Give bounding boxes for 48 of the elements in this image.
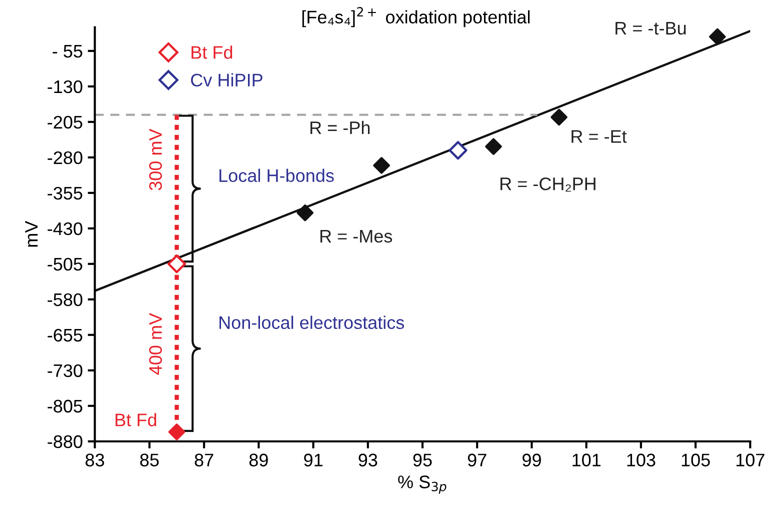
annotation: R = -Et: [572, 130, 627, 143]
x-tick-label: 95: [413, 454, 432, 466]
x-tick-label: 97: [468, 454, 486, 466]
y-tick-label: -280: [48, 151, 82, 164]
point: [448, 140, 468, 160]
x-tick-label: 93: [358, 454, 378, 466]
point: [168, 424, 186, 440]
y-tick-label: -205: [48, 116, 82, 129]
annotation: R = -Ph: [310, 120, 370, 134]
x-tick-label: 83: [86, 454, 104, 466]
point: [709, 28, 726, 46]
chart-title: [Fe₄s₄]$^{2+}$ oxidation potential: [302, 7, 530, 28]
annotation: Non-local electrostatics: [220, 316, 404, 330]
x-tick-label: 103: [627, 454, 656, 466]
legend-label: Bt Fd: [192, 46, 232, 59]
y-axis-title: mV: [25, 220, 38, 247]
x-tick-label: 105: [682, 454, 710, 466]
y-tick-label: -880: [48, 435, 82, 448]
y-tick-label: -355: [48, 186, 82, 200]
y-tick-label: -655: [48, 328, 82, 342]
point: [485, 138, 502, 155]
y-tick-label: -730: [48, 364, 82, 378]
y-tick-label: -580: [48, 293, 82, 306]
y-tick-label: -130: [48, 80, 82, 94]
point: [167, 254, 186, 274]
annotation: R = -Mes: [320, 230, 392, 243]
point: [296, 204, 314, 222]
y-tick-label: -805: [48, 400, 82, 413]
point: [373, 157, 390, 174]
annotation: Local H-bonds: [220, 168, 334, 182]
x-tick-label: 85: [140, 454, 159, 466]
y-tick-label: - 55: [52, 45, 82, 58]
annotation: Bt Fd: [116, 413, 156, 426]
x-tick-label: 87: [194, 454, 214, 466]
x-tick-label: 91: [304, 454, 322, 466]
annotation: R = -t-Bu: [616, 22, 686, 35]
x-tick-label: 107: [736, 454, 764, 466]
y-tick-label: -505: [48, 258, 82, 271]
x-tick-label: 101: [572, 454, 601, 466]
legend-label: Cv HiPIP: [191, 73, 262, 87]
annotation: R = -CH₂PH: [500, 177, 596, 192]
y-tick-label: -430: [48, 222, 82, 236]
x-axis-title: % S$_{3p}$: [398, 476, 446, 494]
x-tick-label: 89: [249, 454, 268, 466]
annotation: 300 mV: [149, 128, 162, 190]
x-tick-label: 99: [522, 454, 541, 466]
point: [550, 108, 568, 126]
annotation: 400 mV: [149, 313, 162, 375]
